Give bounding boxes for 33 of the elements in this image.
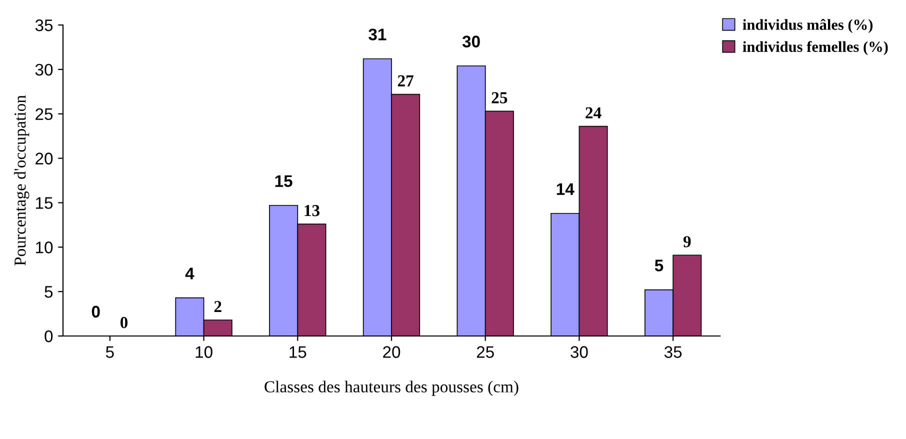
y-tick-label: 25	[36, 108, 53, 120]
y-tick-label: 10	[36, 242, 53, 254]
y-tick-label: 20	[36, 152, 53, 164]
x-tick-label: 30	[570, 346, 588, 358]
data-label: 9	[683, 236, 691, 248]
data-label: 0	[120, 316, 128, 328]
data-label: 4	[185, 268, 194, 280]
x-tick-label: 20	[383, 346, 400, 358]
data-label: 14	[556, 183, 574, 195]
y-tick-label: 35	[35, 19, 53, 32]
legend-label: individus femelles (%)	[742, 41, 888, 56]
data-label: 31	[368, 28, 386, 40]
data-label: 0	[92, 306, 100, 318]
x-tick-label: 10	[196, 346, 212, 358]
x-tick-label: 25	[476, 346, 494, 358]
data-label: 30	[462, 36, 480, 48]
y-tick-label: 5	[44, 286, 53, 298]
y-tick-label: 0	[44, 330, 53, 342]
y-tick-label: 30	[35, 64, 53, 76]
y-axis-title: Pourcentage d'occupation	[14, 95, 30, 266]
x-tick-label: 15	[290, 346, 306, 358]
x-tick-label: 5	[106, 346, 114, 358]
data-label: 13	[304, 205, 320, 216]
legend-label: individus mâles (%)	[742, 18, 873, 34]
data-label: 24	[586, 107, 602, 118]
data-label: 2	[214, 300, 222, 312]
data-label: 5	[654, 260, 664, 272]
data-label: 27	[398, 75, 414, 86]
data-label: 25	[492, 92, 508, 104]
data-label: 15	[275, 175, 292, 187]
x-axis-title: Classes des hauteurs des pousses (cm)	[264, 380, 518, 396]
x-tick-label: 35	[664, 346, 682, 358]
y-tick-label: 15	[36, 197, 53, 209]
